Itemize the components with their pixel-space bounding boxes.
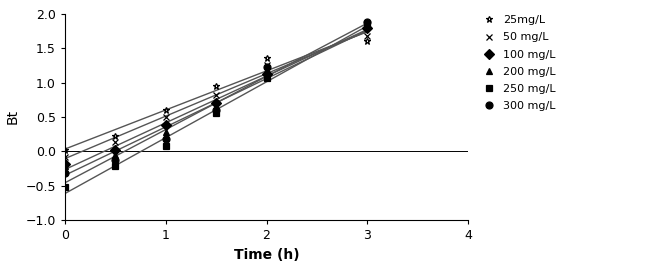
Legend: 25mg/L, 50 mg/L, 100 mg/L, 200 mg/L, 250 mg/L, 300 mg/L: 25mg/L, 50 mg/L, 100 mg/L, 200 mg/L, 250…: [478, 15, 556, 111]
X-axis label: Time (h): Time (h): [234, 248, 299, 262]
Y-axis label: Bt: Bt: [6, 109, 20, 124]
